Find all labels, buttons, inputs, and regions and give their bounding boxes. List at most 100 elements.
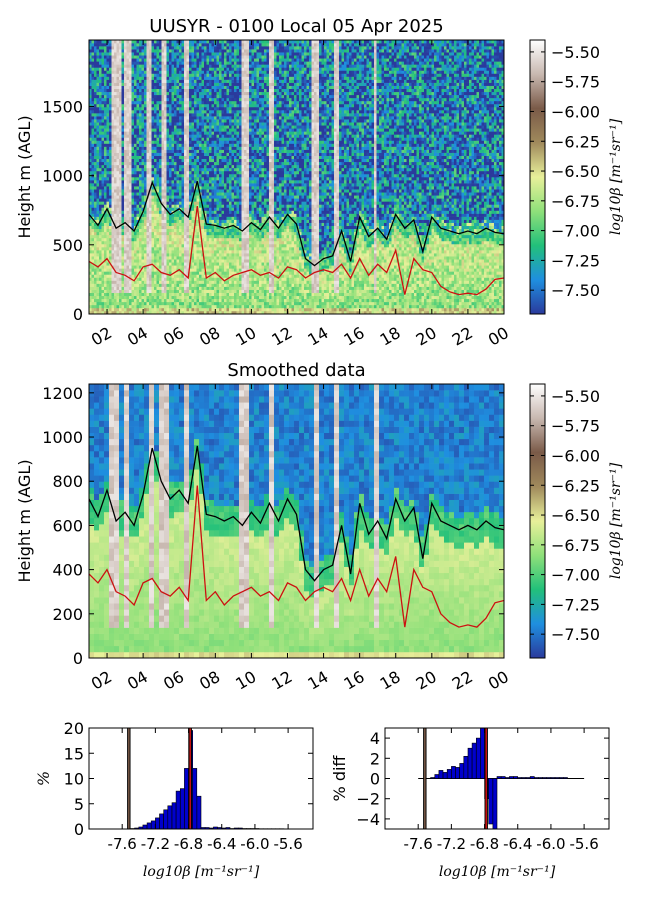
heatmap-cell xyxy=(151,161,155,166)
heatmap-cell xyxy=(179,271,182,275)
heatmap-cell xyxy=(101,40,105,44)
heatmap-cell xyxy=(124,277,127,281)
heatmap-cell xyxy=(189,170,192,175)
heatmap-cell xyxy=(179,94,182,99)
heatmap-cell xyxy=(96,277,100,281)
heatmap-cell xyxy=(224,268,227,272)
heatmap-cell xyxy=(211,271,215,275)
heatmap-cell xyxy=(174,46,177,50)
heatmap-cell xyxy=(104,256,107,260)
heatmap-cell xyxy=(196,122,200,126)
heatmap-cell xyxy=(169,271,172,275)
heatmap-cell xyxy=(99,116,102,120)
heatmap-cell xyxy=(131,125,135,129)
heatmap-cell xyxy=(181,170,185,175)
heatmap-cell xyxy=(174,91,177,96)
heatmap-cell xyxy=(181,225,185,230)
heatmap-cell xyxy=(209,210,212,214)
heatmap-cell xyxy=(104,265,107,269)
heatmap-cell xyxy=(159,125,162,129)
heatmap-cell xyxy=(99,82,102,86)
heatmap-cell xyxy=(211,85,215,90)
heatmap-cell xyxy=(101,110,105,114)
heatmap-cell xyxy=(156,161,160,166)
heatmap-cell xyxy=(126,91,130,96)
heatmap-cell xyxy=(94,192,97,196)
heatmap-cell xyxy=(116,149,120,153)
heatmap-cell xyxy=(151,216,155,220)
heatmap-cell xyxy=(96,158,100,163)
heatmap-cell xyxy=(174,143,177,147)
heatmap-cell xyxy=(134,73,137,77)
heatmap-cell xyxy=(184,286,187,290)
heatmap-cell xyxy=(146,286,150,290)
heatmap-cell xyxy=(126,82,130,86)
heatmap-cell xyxy=(214,237,217,242)
heatmap-cell xyxy=(124,237,127,242)
heatmap-cell xyxy=(136,310,140,314)
heatmap-cell xyxy=(209,286,212,290)
heatmap-cell xyxy=(149,49,152,53)
heatmap-cell xyxy=(139,262,142,266)
heatmap-cell xyxy=(206,64,210,68)
heatmap-cell xyxy=(139,128,142,132)
heatmap-cell xyxy=(119,64,122,68)
heatmap-cell xyxy=(141,298,145,303)
heatmap-cell xyxy=(211,88,215,93)
heatmap-cell xyxy=(196,113,200,117)
heatmap-cell xyxy=(114,177,117,181)
heatmap-cell xyxy=(179,183,182,187)
heatmap-cell xyxy=(99,122,102,126)
heatmap-cell xyxy=(134,64,137,68)
heatmap-cell xyxy=(206,122,210,126)
heatmap-cell xyxy=(216,283,220,287)
heatmap-cell xyxy=(111,143,115,147)
heatmap-cell xyxy=(101,222,105,227)
heatmap-cell xyxy=(99,131,102,135)
heatmap-cell xyxy=(141,225,145,230)
heatmap-cell xyxy=(149,82,152,86)
heatmap-cell xyxy=(139,304,142,309)
heatmap-cell xyxy=(169,61,172,65)
heatmap-cell xyxy=(129,170,132,175)
heatmap-cell xyxy=(211,195,215,199)
heatmap-cell xyxy=(149,280,152,284)
heatmap-cell xyxy=(114,67,117,71)
heatmap-cell xyxy=(116,119,120,123)
heatmap-cell xyxy=(169,277,172,281)
heatmap-cell xyxy=(226,301,230,306)
heatmap-cell xyxy=(186,277,190,281)
heatmap-cell xyxy=(171,122,175,126)
heatmap-cell xyxy=(124,198,127,202)
heatmap-cell xyxy=(189,198,192,202)
heatmap-cell xyxy=(206,161,210,166)
heatmap-cell xyxy=(209,70,212,74)
heatmap-cell xyxy=(156,110,160,114)
heatmap-cell xyxy=(134,298,137,303)
heatmap-cell xyxy=(111,128,115,132)
heatmap-cell xyxy=(219,67,222,71)
heatmap-cell xyxy=(166,222,170,227)
heatmap-cell xyxy=(186,158,190,163)
heatmap-cell xyxy=(206,43,210,47)
heatmap-cell xyxy=(199,240,202,245)
heatmap-cell xyxy=(209,82,212,86)
heatmap-cell xyxy=(169,256,172,260)
heatmap-cell xyxy=(101,122,105,126)
heatmap-cell xyxy=(221,134,225,138)
heatmap-cell xyxy=(156,140,160,144)
heatmap-cell xyxy=(221,73,225,77)
heatmap-cell xyxy=(146,225,150,230)
heatmap-cell xyxy=(206,240,210,245)
heatmap-cell xyxy=(166,143,170,147)
heatmap-cell xyxy=(96,301,100,306)
heatmap-cell xyxy=(144,110,147,114)
heatmap-cell xyxy=(201,304,205,309)
heatmap-cell xyxy=(211,67,215,71)
heatmap-cell xyxy=(209,49,212,53)
heatmap-cell xyxy=(211,79,215,83)
heatmap-cell xyxy=(184,195,187,199)
heatmap-cell xyxy=(181,201,185,205)
heatmap-cell xyxy=(139,113,142,117)
heatmap-cell xyxy=(191,158,195,163)
